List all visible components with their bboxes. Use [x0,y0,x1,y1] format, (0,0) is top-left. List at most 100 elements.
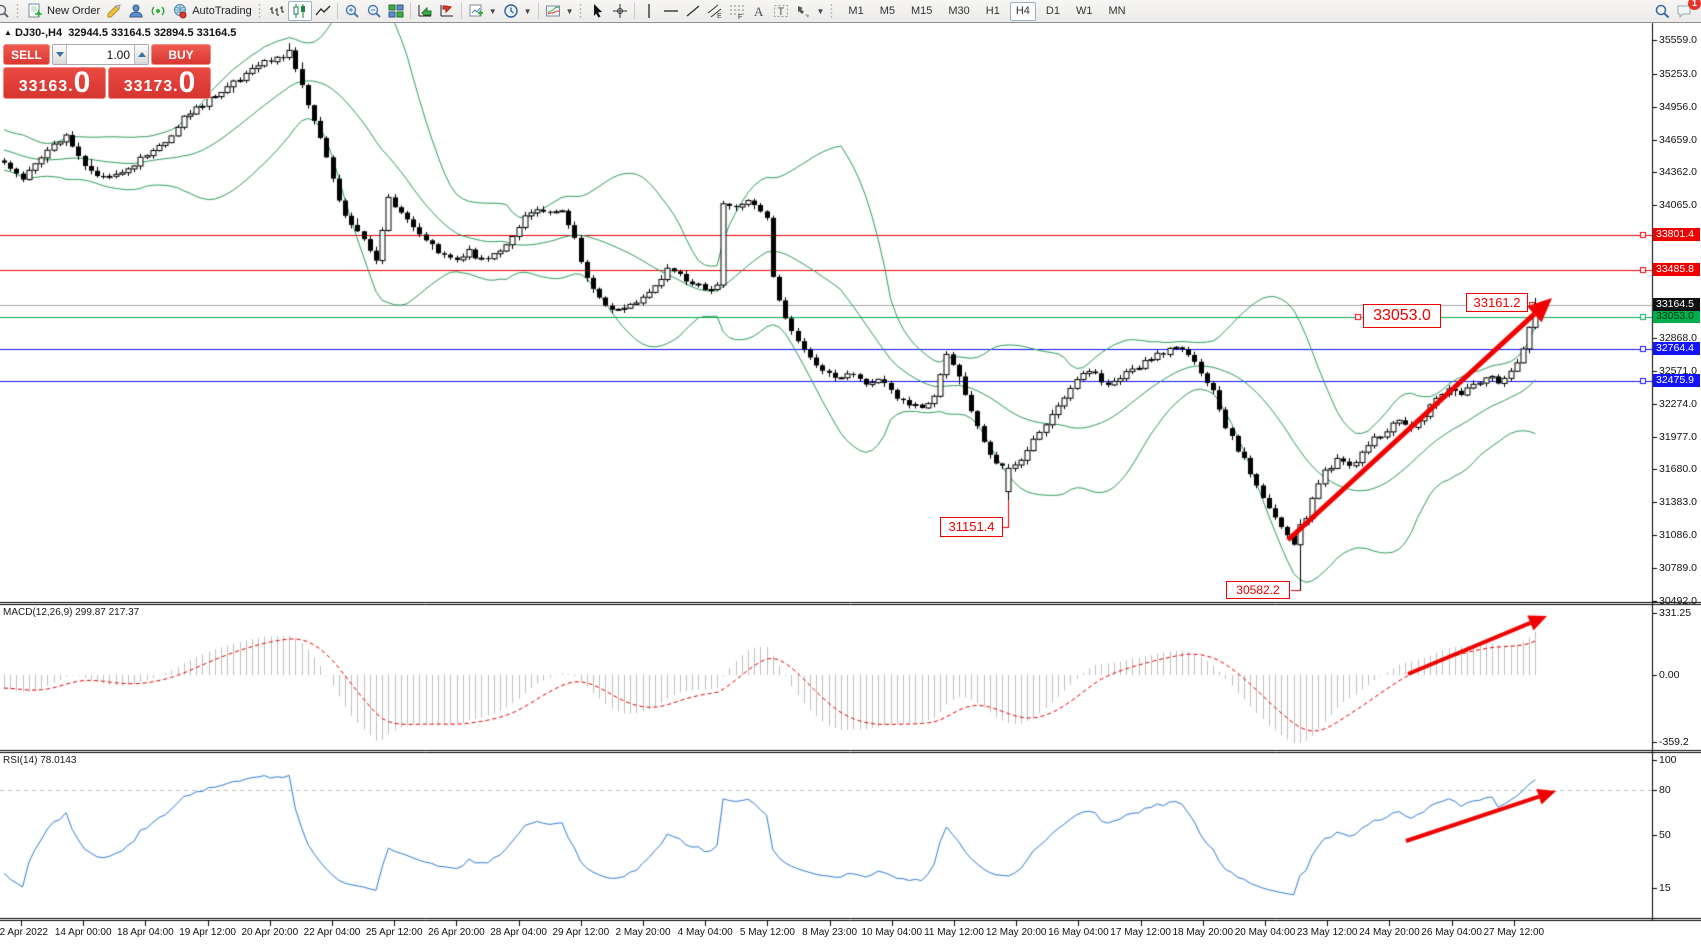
price-annotation-res_level[interactable]: 33053.0 [1363,304,1441,328]
svg-text:T: T [778,6,785,18]
price-tick-label: 31086.0 [1659,529,1697,542]
auto-scroll-button[interactable] [414,1,436,21]
timeframe-W1-button[interactable]: W1 [1070,2,1099,21]
timeframe-H4-button[interactable]: H4 [1009,1,1036,21]
time-tick-label: 17 May 12:00 [1110,927,1171,938]
sell-button[interactable]: SELL [3,44,50,65]
trendline-button[interactable] [682,1,704,21]
zoom-in-button[interactable] [341,1,363,21]
clock-icon [503,4,518,18]
time-tick-label: 10 May 04:00 [861,927,923,938]
buy-price-main: 33173. [123,78,179,95]
metaeditor-button[interactable] [103,1,125,21]
timeframe-MN-button[interactable]: MN [1102,2,1131,21]
search-left-icon[interactable] [0,1,13,21]
hline-price-badge: 33485.8 [1653,262,1700,276]
timeframe-D1-button[interactable]: D1 [1040,2,1066,21]
timeframe-M1-button[interactable]: M1 [842,2,869,21]
arrows-dropdown[interactable]: ▼ [792,1,827,21]
candlestick-chart-button[interactable] [287,1,312,21]
sell-price-pips: 0 [73,66,91,99]
text-label-icon: T [774,5,789,18]
rsi-tick-label: 80 [1659,784,1671,796]
dropdown-caret-icon: ▼ [816,6,825,16]
profile-button[interactable] [125,1,147,21]
signals-button[interactable] [147,1,169,21]
horizontal-line-button[interactable] [660,1,682,21]
time-tick-label: 20 May 04:00 [1234,927,1296,938]
time-tick-label: 8 May 23:00 [802,927,858,938]
down-arrow-icon [55,52,64,57]
symbol-marker-icon: ▲ [4,28,12,37]
price-tick-label: 30789.0 [1659,562,1697,575]
rsi-tick-label: 50 [1659,829,1671,841]
auto-scroll-icon [418,5,432,17]
time-tick-label: 11 May 12:00 [924,927,984,938]
fibonacci-icon: F [730,5,745,19]
bar-chart-button[interactable] [266,1,288,21]
up-arrow-icon [137,52,146,57]
time-tick-label: 25 Apr 12:00 [365,927,423,938]
volume-increase-button[interactable] [134,45,148,64]
search-button[interactable] [1651,1,1673,21]
time-tick-label: 22 Apr 04:00 [303,927,361,938]
line-chart-button[interactable] [312,1,334,21]
zoom-out-button[interactable] [363,1,385,21]
autotrading-button[interactable]: AutoTrading [169,1,255,21]
buy-price[interactable]: 33173. 0 [108,67,211,99]
time-tick-label: 16 May 04:00 [1048,927,1109,938]
zoom-in-icon [345,4,359,18]
symbol-period-label: DJ30-,H4 [14,27,63,39]
rsi-value: 78.0143 [40,755,77,766]
price-tick-label: 30492.0 [1659,595,1697,607]
text-label-button[interactable]: T [770,1,792,21]
volume-value[interactable]: 1.00 [106,48,130,62]
toolbar-separator [634,3,636,19]
arrows-icon [798,6,810,18]
periods-dropdown[interactable]: ▼ [500,1,535,21]
template-icon [545,5,560,17]
indicators-dropdown[interactable]: ▼ [465,1,500,21]
current-price-badge: 33164.5 [1653,298,1700,312]
vertical-line-icon [648,4,651,18]
new-order-button[interactable]: New Order [24,1,103,21]
crosshair-icon [613,4,628,18]
toolbar-grip [830,3,836,19]
cursor-button[interactable] [587,1,609,21]
price-annotation-swing_low_1[interactable]: 31151.4 [940,517,1003,537]
templates-dropdown[interactable]: ▼ [542,1,577,21]
dropdown-caret-icon: ▼ [523,6,532,16]
timeframe-M30-button[interactable]: M30 [942,2,975,21]
time-tick-label: 18 May 20:00 [1172,927,1234,938]
price-annotation-swing_high[interactable]: 33161.2 [1466,293,1528,312]
timeframe-H1-button[interactable]: H1 [980,2,1006,21]
tile-windows-icon [388,4,404,18]
tile-windows-button[interactable] [385,1,407,21]
timeframe-M15-button[interactable]: M15 [905,2,938,21]
buy-button[interactable]: BUY [151,44,211,65]
time-tick-label: 14 Apr 00:00 [54,927,112,938]
notifications-button[interactable]: 1 [1673,0,1701,21]
timeframe-M5-button[interactable]: M5 [874,2,901,21]
volume-decrease-button[interactable] [53,45,67,64]
price-annotation-swing_low_2[interactable]: 30582.2 [1226,581,1290,599]
metaeditor-icon [107,4,121,18]
vertical-line-button[interactable] [638,1,660,21]
toolbar-separator [537,3,539,19]
sell-price[interactable]: 33163. 0 [3,67,106,99]
fibonacci-button[interactable]: F [726,1,748,21]
macd-tick-label: 331.25 [1659,607,1692,619]
chart-shift-button[interactable] [436,1,458,21]
price-tick-label: 34065.0 [1659,199,1697,212]
text-button[interactable]: A [748,1,770,21]
macd-tick-label: 0.00 [1659,669,1680,681]
new-order-label: New Order [47,5,101,17]
crosshair-button[interactable] [609,1,631,21]
time-tick-label: 12 May 20:00 [985,927,1047,938]
price-tick-label: 34956.0 [1659,100,1697,113]
time-tick-label: 26 Apr 20:00 [428,927,485,938]
buy-price-pips: 0 [178,66,196,99]
equidistant-channel-button[interactable]: E [704,1,726,21]
